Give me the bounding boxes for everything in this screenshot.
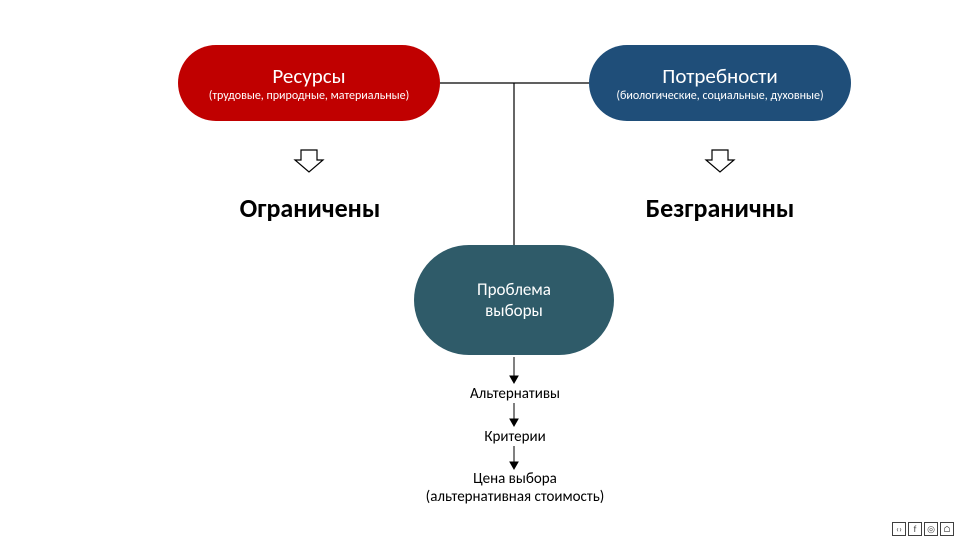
needs-subtitle: (биологические, социальные, духовные)	[616, 89, 823, 103]
footer-icon-eye[interactable]: ◎	[924, 522, 938, 536]
label-limited: Ограничены	[170, 192, 450, 224]
label-criteria: Критерии	[420, 428, 610, 446]
node-needs: Потребности (биологические, социальные, …	[589, 45, 851, 121]
price-line1: Цена выбора	[400, 470, 630, 488]
footer-icon-f[interactable]: f	[908, 522, 922, 536]
footer-icons: ‹› f ◎ ⌂	[892, 522, 954, 536]
label-unlimited: Безграничны	[580, 192, 860, 224]
t-connector	[440, 83, 589, 245]
resources-subtitle: (трудовые, природные, материальные)	[209, 89, 410, 103]
hollow-arrow-right	[706, 150, 734, 172]
hollow-arrow-left	[295, 150, 323, 172]
problem-line1: Проблема	[477, 279, 551, 300]
needs-title: Потребности	[662, 63, 777, 89]
problem-line2: выборы	[485, 300, 543, 321]
node-problem: Проблема выборы	[414, 245, 614, 355]
thin-arrows	[510, 357, 518, 469]
label-alternatives: Альтернативы	[420, 385, 610, 403]
footer-icon-home[interactable]: ⌂	[940, 522, 954, 536]
resources-title: Ресурсы	[272, 63, 345, 89]
node-resources: Ресурсы (трудовые, природные, материальн…	[178, 45, 440, 121]
footer-icon-embed[interactable]: ‹›	[892, 522, 906, 536]
price-line2: (альтернативная стоимость)	[400, 488, 630, 506]
label-price: Цена выбора (альтернативная стоимость)	[400, 470, 630, 506]
